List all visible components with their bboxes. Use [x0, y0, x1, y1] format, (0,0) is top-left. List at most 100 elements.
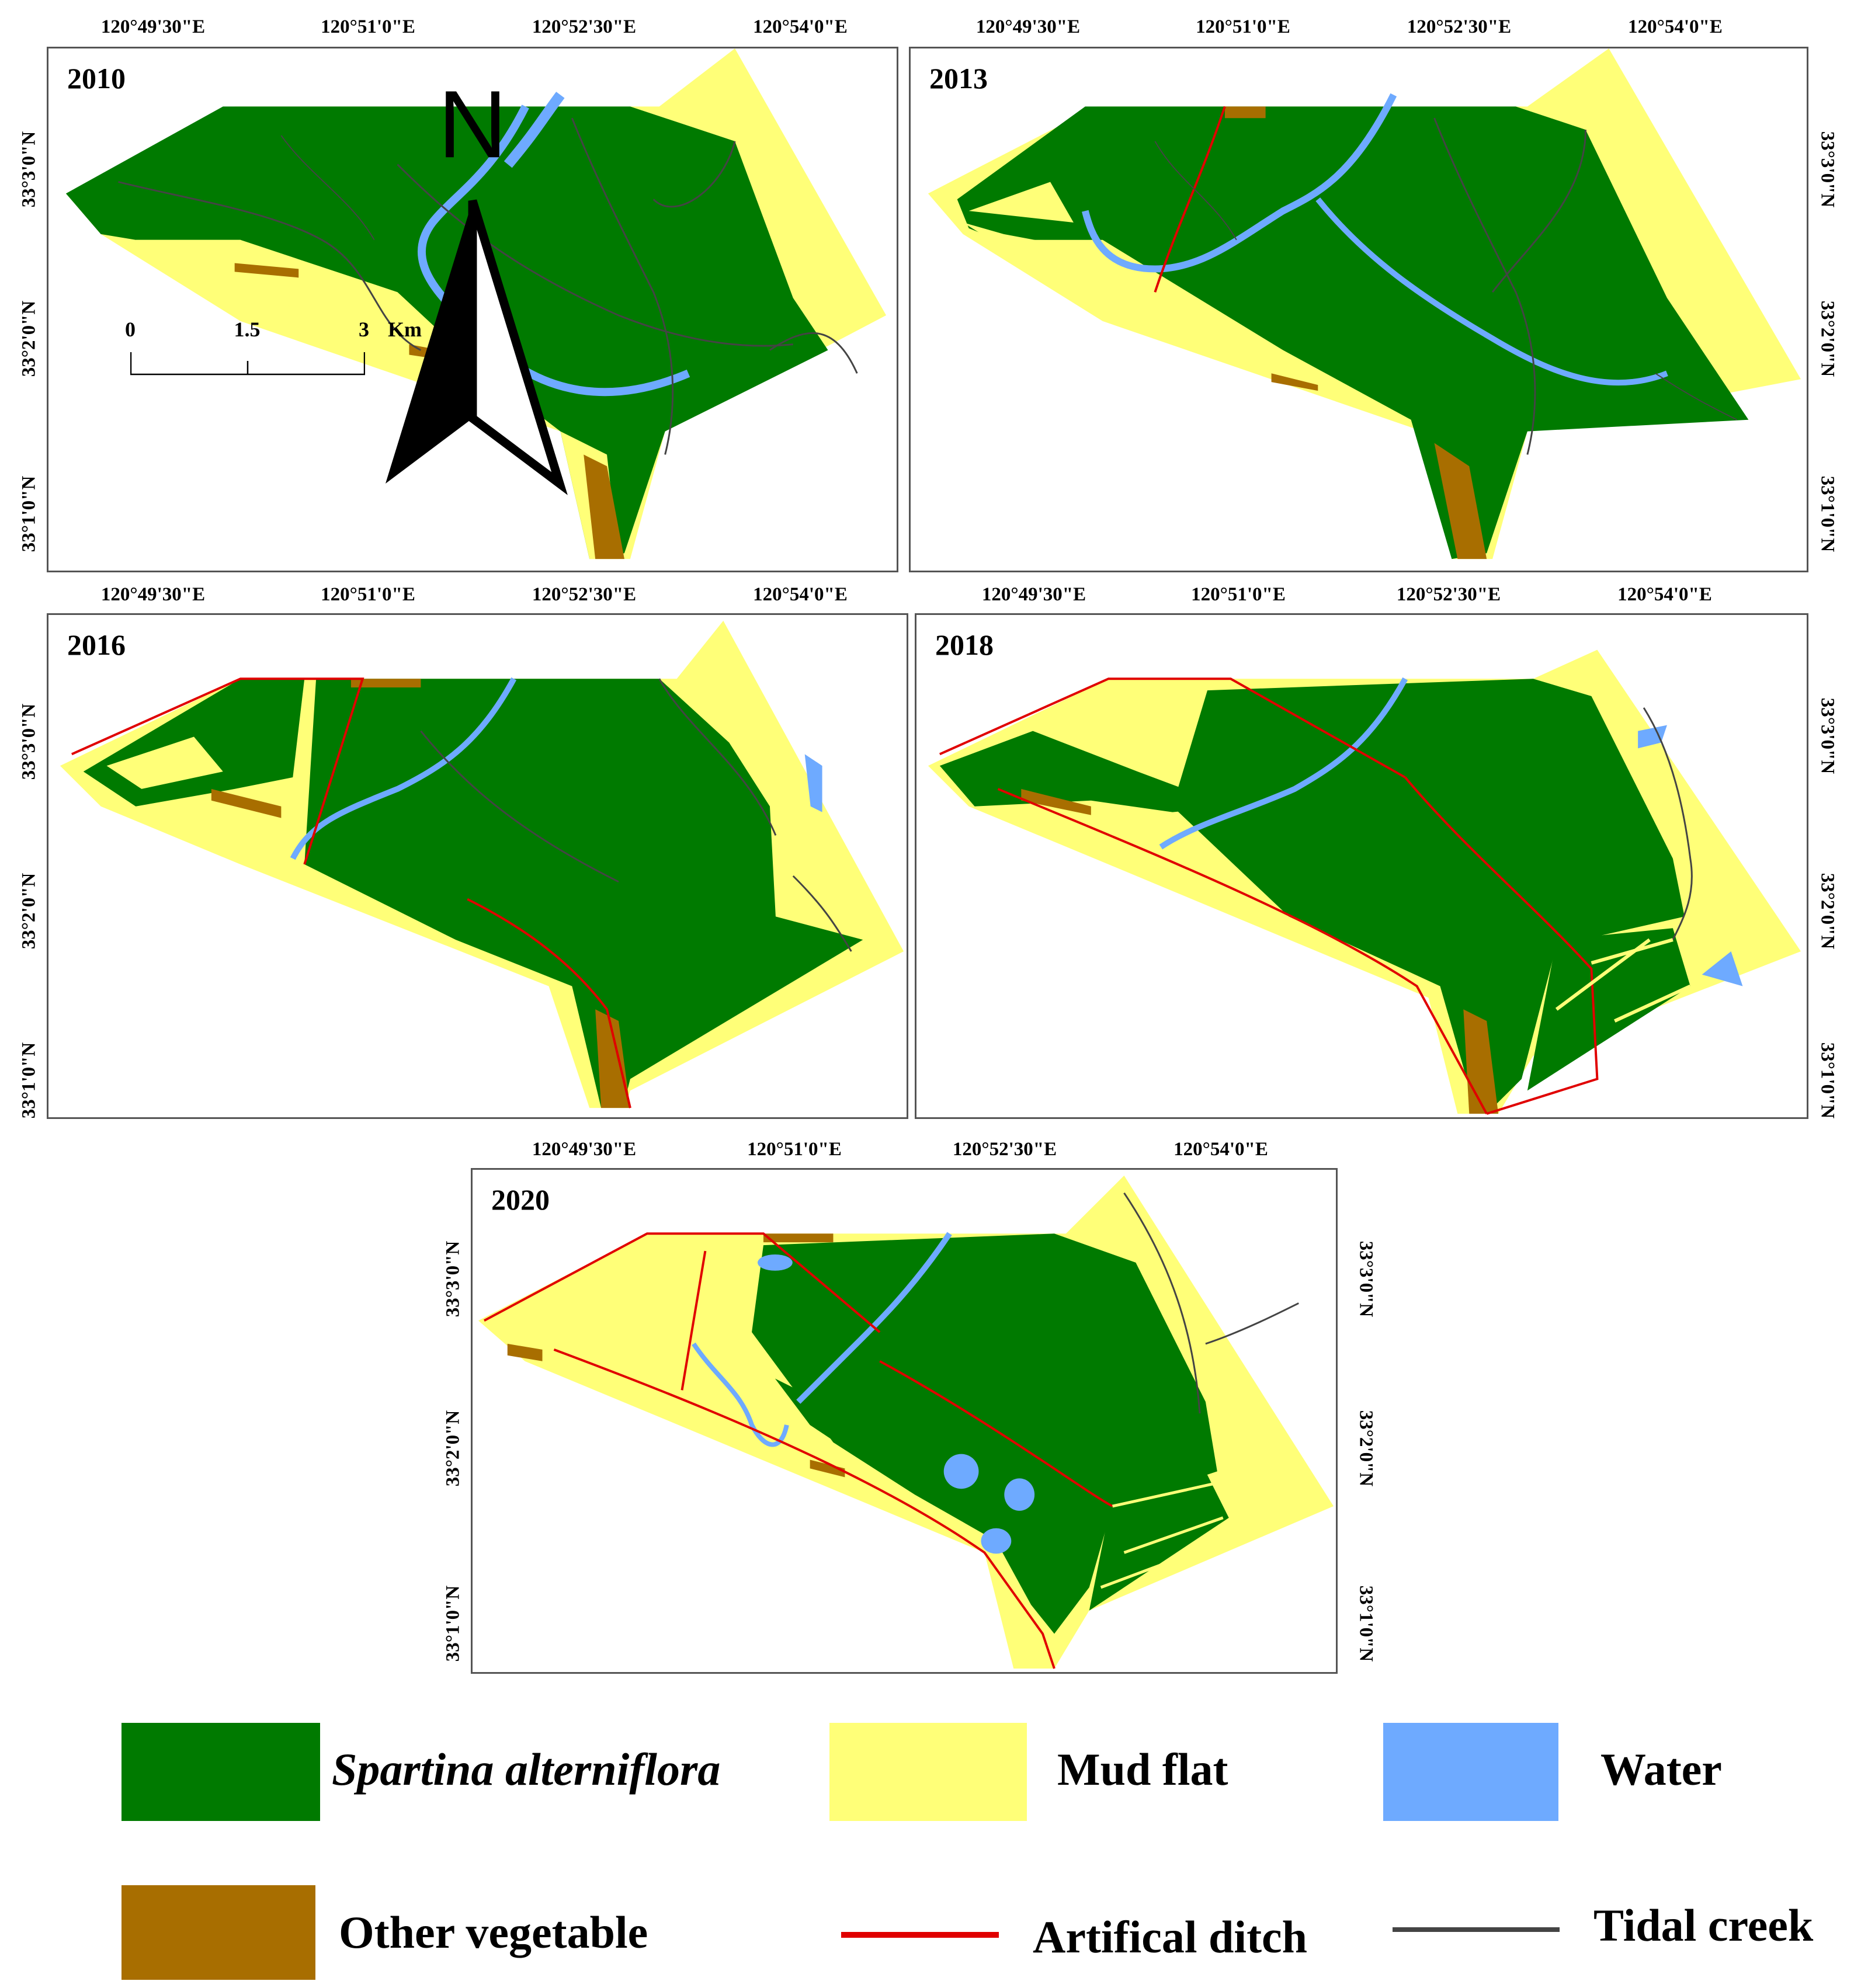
- other-vegetation-area: [1271, 373, 1318, 391]
- legend-swatch: [121, 1723, 320, 1821]
- scale-tick: 3: [359, 318, 369, 341]
- water-channel: [1315, 197, 1668, 386]
- spartina-area: [775, 1378, 915, 1472]
- mud-flat-strip: [1100, 1481, 1224, 1589]
- tidal-creek: [571, 117, 674, 455]
- legend-swatch: [1383, 1723, 1558, 1821]
- year-label: 2013: [929, 62, 988, 95]
- lon-label: 120°51'0"E: [321, 16, 415, 37]
- land-cover-map: [60, 620, 904, 1108]
- lon-label: 120°54'0"E: [1617, 584, 1712, 605]
- lat-label: 33°1'0"N: [1817, 1042, 1838, 1119]
- water-channel: [692, 1342, 789, 1447]
- map-frame: 2020: [471, 1168, 1338, 1674]
- legend-label: Spartina alterniflora: [332, 1744, 721, 1795]
- legend-line-swatch: [1393, 1927, 1560, 1932]
- legend-label: Other vegetable: [339, 1907, 648, 1958]
- scale-tick: 1.5: [234, 318, 261, 341]
- tidal-creek: [652, 141, 736, 208]
- mud-flat-area: [106, 736, 223, 789]
- land-cover-map: [928, 649, 1801, 1115]
- land-cover-map: [928, 48, 1801, 559]
- scale-bar: 0 1.5 3 Km: [125, 317, 422, 387]
- map-frame: 2010 N 0 1.5 3 Km: [47, 47, 898, 572]
- other-vegetation-area: [1021, 788, 1091, 815]
- lat-label: 33°1'0"N: [442, 1585, 464, 1662]
- lon-label: 120°49'30"E: [100, 584, 206, 605]
- lon-label: 120°52'30"E: [952, 1139, 1057, 1160]
- year-label: 2016: [67, 628, 126, 661]
- water-area: [1004, 1478, 1035, 1511]
- spartina-area: [1527, 928, 1690, 1091]
- lat-label: 33°2'0"N: [1355, 1410, 1377, 1487]
- mud-flat-area: [89, 217, 619, 559]
- legend-label: Tidal creek: [1593, 1900, 1814, 1951]
- lat-label: 33°1'0"N: [1817, 475, 1838, 552]
- tidal-creek: [118, 181, 422, 351]
- lat-label: 33°2'0"N: [442, 1410, 464, 1487]
- spartina-area: [939, 731, 1231, 812]
- map-frame: 2016: [47, 613, 908, 1119]
- tidal-creek: [1123, 1192, 1299, 1414]
- legend-line-swatch: [841, 1932, 999, 1938]
- year-label: 2010: [67, 62, 126, 95]
- spartina-area: [957, 106, 1749, 559]
- water-channel: [1159, 677, 1408, 850]
- legend-label: Water: [1600, 1744, 1722, 1795]
- spartina-area: [304, 679, 863, 1108]
- lat-label: 33°3'0"N: [18, 131, 40, 208]
- lat-label: 33°1'0"N: [18, 475, 40, 552]
- lon-label: 120°54'0"E: [1173, 1139, 1268, 1160]
- lat-label: 33°1'0"N: [1355, 1585, 1377, 1662]
- legend-swatch: [121, 1885, 315, 1980]
- year-label: 2018: [935, 628, 994, 661]
- map-frame: 2013: [909, 47, 1808, 572]
- tidal-creek: [792, 875, 852, 952]
- lat-label: 33°3'0"N: [1817, 697, 1838, 774]
- lon-label: 120°52'30"E: [1396, 584, 1501, 605]
- water-area: [981, 1528, 1012, 1554]
- artificial-ditch: [939, 677, 1406, 778]
- lat-label: 33°1'0"N: [18, 1042, 40, 1119]
- lon-label: 120°52'30"E: [532, 584, 637, 605]
- year-label: 2020: [491, 1183, 550, 1216]
- lon-label: 120°51'0"E: [1191, 584, 1286, 605]
- water-area: [1702, 951, 1743, 986]
- water-area: [1638, 725, 1667, 749]
- other-vegetation-area: [234, 263, 299, 278]
- lat-label: 33°3'0"N: [442, 1240, 464, 1318]
- lon-label: 120°54'0"E: [753, 584, 848, 605]
- tidal-creek: [1655, 373, 1737, 420]
- other-vegetation-area: [584, 454, 624, 559]
- lat-label: 33°2'0"N: [18, 873, 40, 950]
- land-cover-map: [478, 1175, 1334, 1669]
- other-vegetation-area: [763, 1233, 834, 1243]
- tidal-creek: [658, 678, 777, 836]
- lon-label: 120°52'30"E: [1407, 16, 1512, 37]
- artificial-ditch: [997, 788, 1488, 1114]
- other-vegetation-area: [1224, 106, 1266, 119]
- water-area: [758, 1254, 793, 1271]
- lon-label: 120°49'30"E: [975, 16, 1081, 37]
- lon-label: 120°49'30"E: [981, 584, 1086, 605]
- lat-label: 33°2'0"N: [1817, 873, 1838, 950]
- lon-label: 120°52'30"E: [532, 16, 637, 37]
- artificial-ditch: [467, 898, 631, 1108]
- lon-label: 120°51'0"E: [1196, 16, 1290, 37]
- lon-label: 120°51'0"E: [321, 584, 415, 605]
- artificial-ditch: [680, 1250, 707, 1391]
- map-frame: 2018: [915, 613, 1808, 1119]
- lon-label: 120°49'30"E: [532, 1139, 637, 1160]
- water-area: [804, 754, 822, 812]
- lat-label: 33°2'0"N: [18, 300, 40, 377]
- tidal-creek: [397, 164, 793, 347]
- artificial-ditch: [553, 1348, 1056, 1669]
- legend-label: Mud flat: [1057, 1744, 1228, 1795]
- lat-label: 33°2'0"N: [1817, 300, 1838, 377]
- other-vegetation-area: [211, 788, 282, 818]
- other-vegetation-area: [595, 1009, 630, 1108]
- artificial-ditch: [483, 1232, 881, 1333]
- mud-flat-strip: [1555, 938, 1692, 1023]
- lon-label: 120°54'0"E: [753, 16, 848, 37]
- other-vegetation-area: [350, 679, 421, 688]
